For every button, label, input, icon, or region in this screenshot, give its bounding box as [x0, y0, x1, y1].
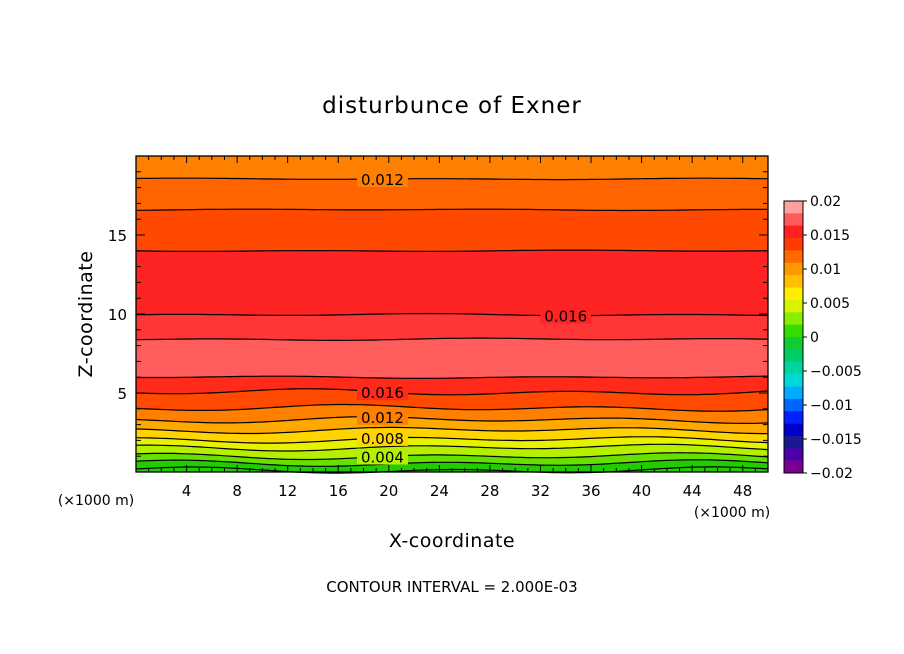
- colorbar-swatch: [784, 201, 803, 214]
- colorbar-swatch: [784, 225, 803, 239]
- contour-band: [136, 209, 768, 252]
- contour-line: [135, 312, 769, 317]
- colorbar-swatch: [784, 312, 803, 325]
- y-tick-label: 15: [108, 227, 127, 245]
- colorbar-tick-label: −0.01: [810, 398, 853, 414]
- colorbar-swatch: [784, 250, 803, 264]
- contour-label-gap: [356, 384, 408, 401]
- colorbar-swatch: [784, 213, 803, 227]
- x-tick-label: 12: [278, 482, 297, 500]
- colorbar-swatch: [784, 238, 803, 251]
- colorbar-swatch: [784, 386, 803, 400]
- x-tick-label: 36: [581, 482, 600, 500]
- y-tick-label: 10: [108, 306, 127, 324]
- contour-line: [135, 388, 769, 396]
- contour-band: [136, 338, 768, 379]
- x-tick-label: 28: [480, 482, 499, 500]
- colorbar-swatch: [784, 349, 803, 363]
- contour-line: [135, 459, 769, 467]
- colorbar-tick-label: −0.005: [810, 364, 862, 380]
- contour-label: 0.012: [361, 171, 404, 189]
- contour-band: [136, 313, 768, 341]
- x-axis-label: X-coordinate: [389, 530, 515, 552]
- x-unit-label-left: (×1000 m): [58, 493, 134, 509]
- colorbar-tick-label: 0.01: [810, 262, 841, 278]
- contour-label: 0.016: [544, 308, 587, 326]
- contour-line: [135, 403, 769, 412]
- contour-band: [136, 376, 768, 395]
- contour-interval-text: CONTOUR INTERVAL = 2.000E-03: [326, 578, 577, 596]
- contour-label: 0.004: [361, 448, 404, 466]
- contour-label-gap: [356, 170, 408, 187]
- contour-label: 0.008: [361, 430, 404, 448]
- chart-title: disturbunce of Exner: [322, 93, 582, 119]
- y-axis-label: Z-coordinate: [75, 251, 97, 378]
- colorbar-swatch: [784, 262, 803, 276]
- colorbar-tick-label: −0.015: [810, 432, 862, 448]
- colorbar-tick-label: −0.02: [810, 466, 853, 482]
- contour-label-gap: [356, 448, 408, 465]
- colorbar-tick-label: 0.02: [810, 194, 841, 210]
- x-tick-label: 40: [632, 482, 651, 500]
- contour-line: [135, 426, 768, 435]
- contour-band: [136, 444, 768, 460]
- contour-label-gap: [356, 429, 408, 446]
- colorbar-tick-label: 0.015: [810, 228, 850, 244]
- colorbar-swatch: [784, 287, 803, 301]
- colorbar-tick-label: 0: [810, 330, 819, 346]
- colorbar-swatch: [784, 299, 803, 313]
- contour-label-gap: [540, 307, 592, 324]
- contour-line: [135, 177, 768, 181]
- contour-band: [136, 436, 768, 451]
- colorbar-swatch: [784, 361, 803, 375]
- x-tick-label: 44: [683, 482, 702, 500]
- colorbar-swatch: [784, 337, 803, 350]
- x-tick-label: 24: [430, 482, 449, 500]
- contour-line: [136, 208, 768, 212]
- contour-band: [136, 404, 768, 424]
- contour-band: [136, 250, 768, 316]
- colorbar-swatch: [784, 374, 803, 387]
- y-tick-label: 5: [117, 385, 127, 403]
- contour-label-gap: [356, 408, 408, 425]
- x-unit-label-right: (×1000 m): [694, 505, 770, 521]
- colorbar-swatch: [784, 460, 803, 474]
- x-tick-label: 8: [232, 482, 242, 500]
- colorbar-swatch: [784, 324, 803, 338]
- contour-line: [135, 436, 769, 444]
- x-tick-label: 20: [379, 482, 398, 500]
- colorbar-swatch: [784, 448, 803, 461]
- contour-line: [135, 337, 769, 341]
- colorbar-swatch: [784, 275, 803, 288]
- colorbar-tick-label: 0.005: [810, 296, 850, 312]
- contour-line: [135, 452, 769, 461]
- contour-band: [136, 459, 768, 474]
- colorbar-swatch: [784, 423, 803, 437]
- colorbar-swatch: [784, 435, 803, 449]
- plot-area: [136, 156, 768, 474]
- contour-line: [135, 416, 769, 424]
- contour-line: [136, 249, 768, 252]
- x-tick-label: 16: [329, 482, 348, 500]
- colorbar-swatch: [784, 411, 803, 424]
- contour-label: 0.012: [361, 409, 404, 427]
- colorbar-swatch: [784, 398, 803, 412]
- contour-band: [136, 178, 768, 211]
- contour-label: 0.016: [361, 384, 404, 402]
- contour-band: [136, 416, 768, 434]
- contour-band: [136, 427, 768, 444]
- contour-line: [136, 375, 769, 379]
- x-tick-label: 48: [733, 482, 752, 500]
- colorbar: 0.02 0.015 0.01 0.005 0 −0.005 −0.01 −0.015 −0.0…: [783, 194, 862, 482]
- contour-line: [135, 443, 769, 452]
- contour-band: [136, 156, 768, 180]
- x-tick-label: 4: [182, 482, 192, 500]
- x-tick-label: 32: [531, 482, 550, 500]
